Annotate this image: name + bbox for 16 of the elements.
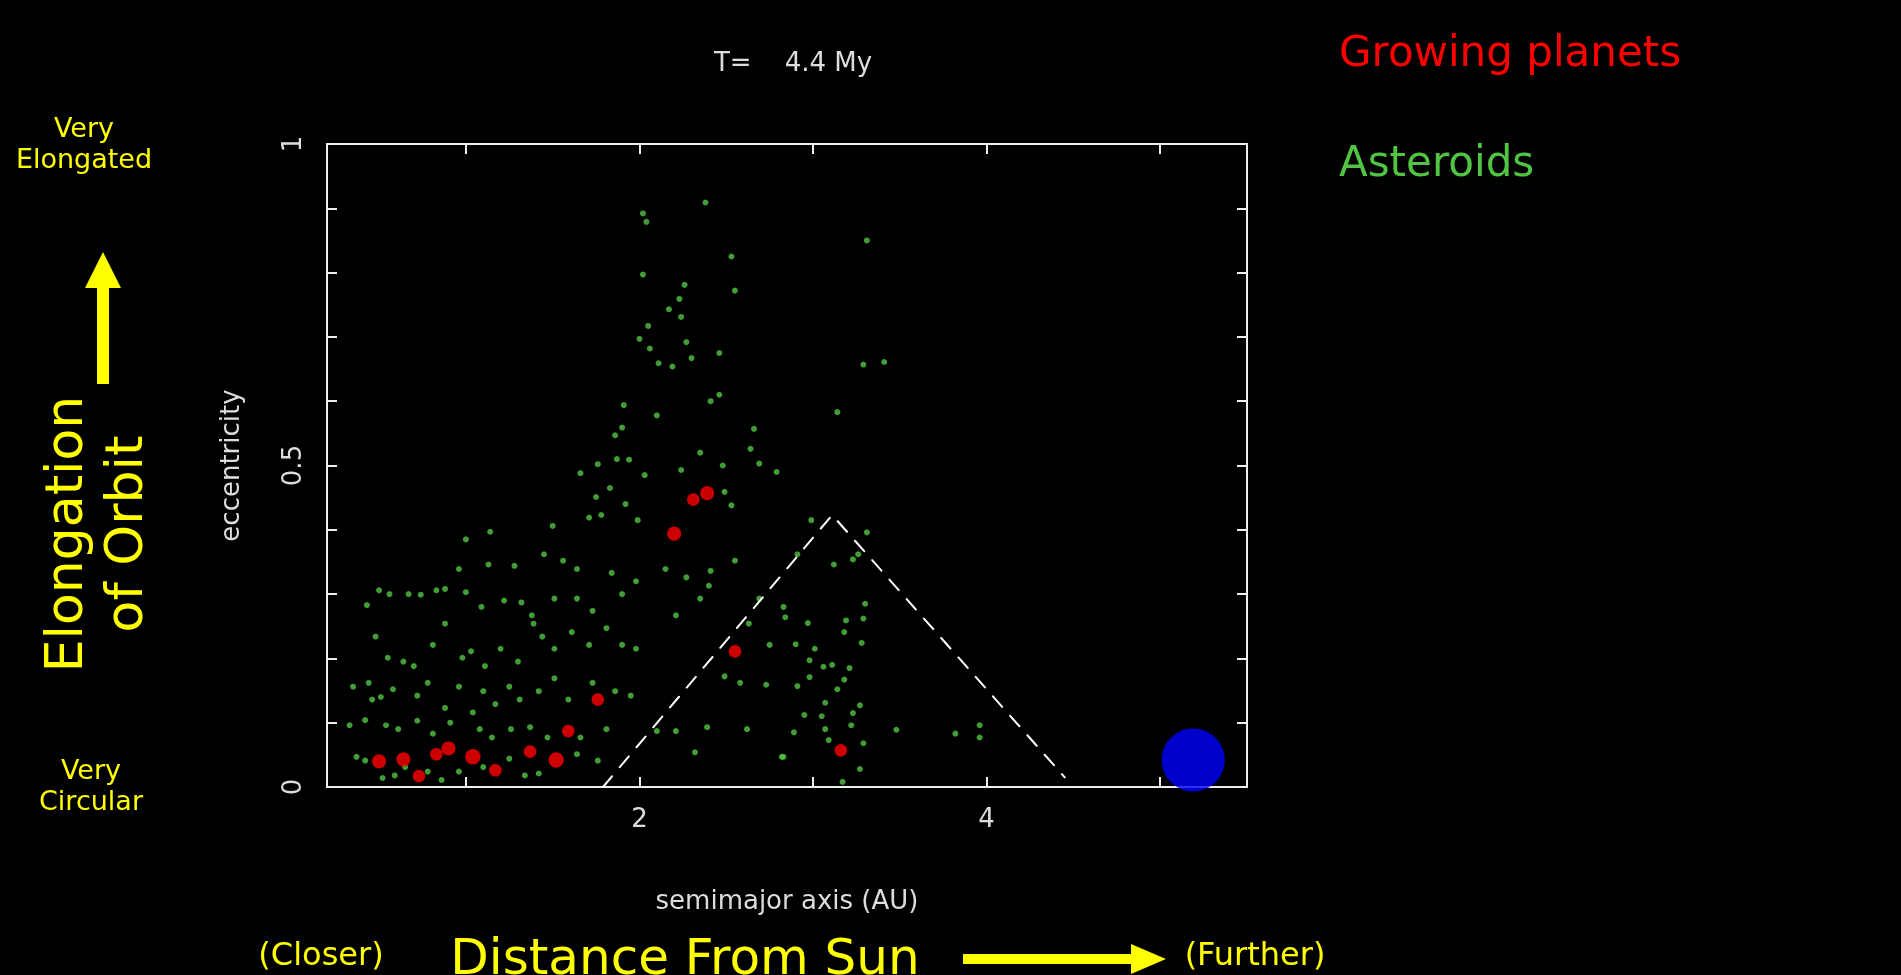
text: Very Circular — [16, 753, 166, 817]
text: Growing planets — [1339, 26, 1682, 76]
text: (Further) — [1184, 934, 1326, 973]
text: Elongation of Orbit — [34, 384, 155, 684]
chart-title: T= 4.4 My — [712, 47, 873, 77]
x-axis-title: semimajor axis (AU) — [655, 885, 919, 915]
y-tick-label: 0 — [277, 778, 307, 796]
text: Distance From Sun — [450, 928, 920, 975]
x-tick-label: 4 — [978, 803, 995, 833]
x-tick-label: 2 — [631, 803, 648, 833]
y-tick-label: 0.5 — [277, 444, 307, 487]
y-axis-title: eccentricity — [215, 389, 245, 542]
y-tick-label: 1 — [277, 135, 307, 153]
text: (Closer) — [258, 934, 384, 973]
text: Very Elongated — [9, 111, 159, 175]
text: Asteroids — [1339, 136, 1535, 186]
